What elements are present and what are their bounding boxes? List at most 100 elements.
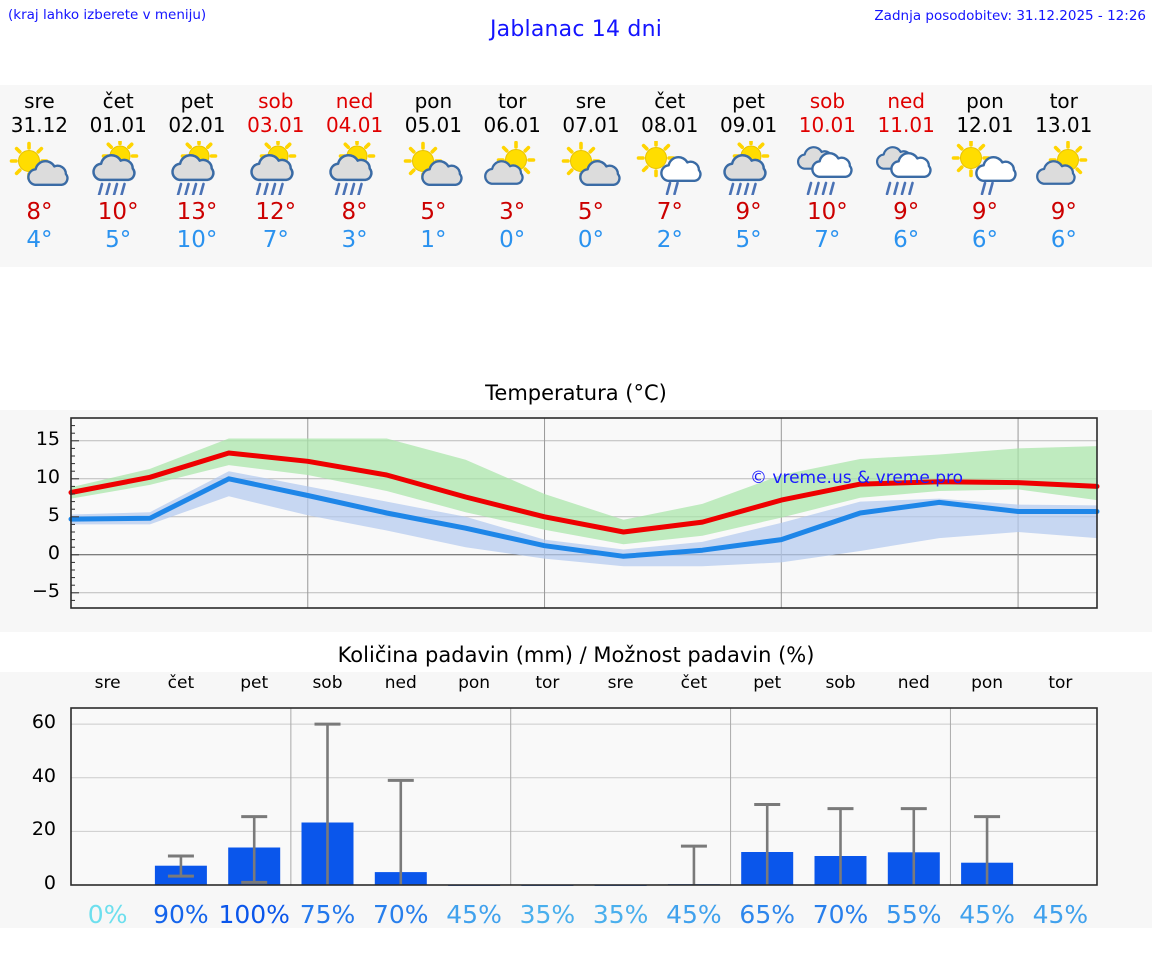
precipitation-day-label: sob (825, 673, 856, 693)
day-max-temp: 8° (341, 199, 368, 225)
day-forecast-cell[interactable]: čet 08.01 7° 2° (630, 85, 709, 267)
day-max-temp: 7° (656, 199, 683, 225)
precipitation-day-label: čet (167, 673, 195, 693)
day-name: pon (966, 89, 1004, 113)
day-min-temp: 3° (341, 227, 368, 253)
day-min-temp: 7° (262, 227, 289, 253)
day-forecast-cell[interactable]: pon 05.01 5° 1° (394, 85, 473, 267)
precipitation-probability-label: 55% (885, 900, 942, 929)
daily-forecast-strip: sre 31.12 8° 4° čet 01.01 10° 5° pet 02.01 13° 1… (0, 85, 1152, 267)
day-name: ned (335, 89, 374, 113)
precipitation-probability-label: 45% (1032, 900, 1089, 929)
precipitation-day-label: pet (240, 673, 269, 693)
day-date: 02.01 (168, 113, 226, 137)
precipitation-day-label: sre (607, 673, 634, 693)
day-date: 06.01 (483, 113, 541, 137)
day-max-temp: 9° (971, 199, 999, 225)
day-forecast-cell[interactable]: ned 04.01 8° 3° (315, 85, 394, 267)
day-forecast-cell[interactable]: pon 12.01 9° 6° (946, 85, 1025, 267)
day-date: 13.01 (1035, 113, 1093, 137)
day-min-temp: 6° (1050, 227, 1077, 253)
day-max-temp: 10° (806, 199, 848, 225)
day-max-temp: 9° (1050, 199, 1077, 225)
precipitation-probability-label: 0% (87, 900, 128, 929)
precipitation-day-label: tor (535, 673, 560, 693)
precipitation-day-label: sre (94, 673, 121, 693)
precipitation-probability-label: 35% (519, 900, 576, 929)
sun-cloud-rain-icon (161, 140, 233, 196)
day-name: tor (498, 89, 527, 113)
day-forecast-cell[interactable]: tor 13.01 9° 6° (1024, 85, 1103, 267)
day-date: 01.01 (89, 113, 147, 137)
precipitation-day-label: ned (384, 673, 417, 693)
day-forecast-cell[interactable]: čet 01.01 10° 5° (79, 85, 158, 267)
day-date: 04.01 (325, 113, 384, 137)
day-min-temp: 5° (735, 227, 762, 253)
precipitation-probability-label: 65% (739, 900, 795, 929)
sun-cloud-small-icon (476, 140, 548, 196)
precipitation-probability-row: 0% 90% 100% 75% 70% 45% 35% 35% 45% 65% 70% 55% 45% 4… (0, 900, 1152, 940)
precipitation-probability-label: 100% (218, 900, 290, 929)
precipitation-day-label: ned (897, 673, 930, 693)
day-min-temp: 10° (176, 227, 218, 253)
temperature-chart-title: Temperatura (°C) (0, 378, 1152, 410)
day-name: čet (654, 89, 686, 113)
precipitation-probability-label: 75% (299, 900, 356, 929)
day-max-temp: 9° (893, 199, 920, 225)
day-forecast-cell[interactable]: sob 10.01 10° 7° (788, 85, 867, 267)
day-max-temp: 5° (420, 199, 447, 225)
sun-cloud-small-icon (1028, 140, 1100, 196)
day-max-temp: 5° (577, 199, 605, 225)
temperature-y-tick-label: 0 (47, 541, 60, 564)
day-min-temp: 6° (893, 227, 920, 253)
temperature-y-tick-label: 15 (35, 427, 60, 450)
page-title: Jablanac 14 dni (489, 17, 663, 42)
sun-cloud-icon (555, 140, 627, 196)
day-forecast-cell[interactable]: tor 06.01 3° 0° (473, 85, 552, 267)
day-date: 10.01 (798, 113, 856, 137)
sun-cloud-drizzle-icon (949, 140, 1021, 196)
day-name: pon (414, 89, 453, 113)
day-max-temp: 13° (176, 199, 218, 225)
precipitation-y-tick-label: 20 (31, 818, 56, 841)
day-date: 11.01 (877, 113, 935, 137)
day-name: sob (258, 89, 294, 113)
day-forecast-cell[interactable]: sre 07.01 5° 0° (552, 85, 631, 267)
precipitation-probability-label: 45% (446, 900, 502, 929)
day-max-temp: 10° (97, 199, 139, 225)
day-max-temp: 9° (735, 199, 762, 225)
day-date: 08.01 (641, 113, 699, 137)
sun-cloud-icon (397, 140, 469, 196)
cloud-rain-icon (870, 140, 942, 196)
temperature-y-tick-label: −5 (31, 579, 60, 602)
day-name: tor (1049, 89, 1078, 113)
day-date: 07.01 (562, 113, 620, 137)
precipitation-chart-panel: Količina padavin (mm) / Možnost padavin … (0, 640, 1152, 929)
day-min-temp: 5° (105, 227, 132, 253)
precipitation-y-tick-label: 40 (31, 764, 56, 787)
sun-cloud-drizzle-icon (634, 140, 706, 196)
precipitation-probability-label: 35% (592, 900, 649, 929)
sun-cloud-rain-icon (713, 140, 785, 196)
day-name: pet (180, 89, 214, 113)
day-name: čet (102, 89, 134, 113)
day-forecast-cell[interactable]: pet 09.01 9° 5° (709, 85, 788, 267)
day-forecast-cell[interactable]: ned 11.01 9° 6° (867, 85, 946, 267)
day-max-temp: 3° (499, 199, 526, 225)
day-min-temp: 7° (814, 227, 841, 253)
day-forecast-cell[interactable]: pet 02.01 13° 10° (158, 85, 237, 267)
precipitation-day-labels: sre čet pet sob ned pon tor sre čet pet sob ned pon t… (0, 673, 1152, 699)
day-date: 12.01 (956, 113, 1014, 137)
day-forecast-cell[interactable]: sob 03.01 12° 7° (236, 85, 315, 267)
page-header: (kraj lahko izberete v meniju) Jablanac … (0, 0, 1152, 55)
temperature-chart-panel: Temperatura (°C) 15 10 5 0 −5 © vreme.us & vr… (0, 378, 1152, 632)
day-min-temp: 1° (420, 227, 447, 253)
sun-cloud-rain-icon (240, 140, 312, 196)
copyright-notice: © vreme.us & vreme.pro (750, 468, 964, 488)
precipitation-day-label: sob (312, 673, 343, 693)
precipitation-probability-label: 90% (153, 900, 209, 929)
precipitation-chart-title: Količina padavin (mm) / Možnost padavin … (0, 640, 1152, 672)
day-min-temp: 6° (971, 227, 999, 253)
day-min-temp: 0° (577, 227, 605, 253)
day-forecast-cell[interactable]: sre 31.12 8° 4° (0, 85, 79, 267)
